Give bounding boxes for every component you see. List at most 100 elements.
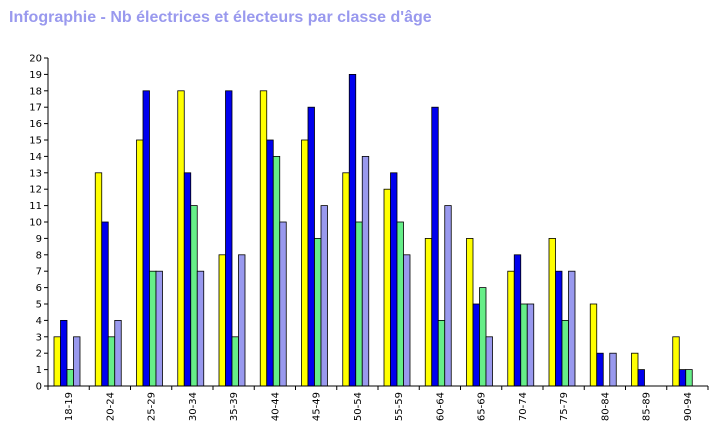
bar-series-3-30-34 [190, 205, 198, 387]
bar-series-4-40-44 [279, 221, 287, 387]
bar-series-1-40-44 [259, 90, 268, 387]
bar-series-4-18-19 [73, 336, 81, 387]
x-tick-label: 75-79 [559, 392, 570, 421]
y-tick-label: 11 [29, 201, 42, 212]
bar-series-3-70-74 [520, 303, 528, 387]
bar-series-3-35-39 [231, 336, 239, 387]
bar-series-1-80-84 [589, 303, 598, 387]
bar-series-4-45-49 [320, 205, 328, 387]
x-tick-label: 30-34 [188, 392, 199, 421]
x-axis-ticks: 18-19 20-24 25-29 30-34 35-39 40-44 45-49 50-54… [47, 386, 709, 421]
bar-series-3-55-59 [396, 221, 404, 387]
bar-series-1-85-89 [631, 352, 639, 387]
y-tick-label: 2 [36, 349, 42, 360]
bar-series-2-40-44 [266, 139, 274, 387]
bar-series-1-18-19 [53, 336, 61, 387]
bar-series-2-65-69 [472, 303, 480, 387]
bar-series-2-75-79 [555, 270, 563, 387]
bar-series-2-50-54 [348, 74, 357, 387]
bar-series-1-50-54 [342, 172, 350, 387]
bar-series-3-50-54 [355, 221, 363, 387]
x-tick-label: 40-44 [270, 392, 281, 421]
x-tick-label: 90-94 [683, 392, 694, 421]
y-tick-label: 5 [36, 300, 42, 311]
bar-series-4-55-59 [403, 254, 411, 387]
y-tick-label: 10 [29, 218, 42, 229]
bar-series-2-60-64 [431, 106, 439, 387]
bar-series-3-20-24 [107, 336, 116, 387]
y-tick-label: 1 [36, 365, 42, 376]
bar-series-4-50-54 [361, 155, 370, 387]
bar-series-3-65-69 [479, 287, 487, 387]
bar-series-3-60-64 [437, 319, 446, 387]
bar-series-1-90-94 [672, 336, 680, 387]
bar-series-2-55-59 [390, 172, 398, 387]
y-tick-label: 6 [36, 283, 42, 294]
x-tick-label: 45-49 [312, 392, 323, 421]
bar-series-3-18-19 [66, 369, 74, 387]
bar-series-2-35-39 [225, 90, 233, 387]
bar-series-2-18-19 [60, 319, 68, 387]
bar-series-1-20-24 [94, 172, 103, 387]
x-tick-label: 20-24 [105, 392, 116, 421]
bar-series-1-45-49 [301, 139, 309, 387]
y-tick-label: 9 [36, 234, 42, 245]
x-tick-label: 35-39 [229, 392, 240, 421]
y-tick-label: 19 [29, 70, 42, 81]
bar-series-3-40-44 [272, 155, 281, 387]
bar-series-3-45-49 [314, 237, 322, 387]
y-tick-label: 17 [29, 103, 42, 114]
bar-series-4-60-64 [444, 205, 452, 387]
bar-series-1-25-29 [136, 139, 144, 387]
chart-title: Infographie - Nb électrices et électeurs… [9, 9, 432, 26]
bar-series-3-90-94 [685, 369, 693, 387]
y-tick-label: 14 [29, 152, 42, 163]
y-tick-label: 12 [29, 185, 42, 196]
bar-series-1-70-74 [507, 270, 515, 387]
y-tick-label: 0 [36, 382, 42, 393]
bar-series-1-30-34 [177, 90, 185, 387]
bar-series-1-35-39 [218, 254, 226, 387]
bar-series-4-30-34 [196, 270, 205, 387]
bar-series-2-20-24 [101, 221, 109, 387]
y-tick-label: 4 [36, 316, 42, 327]
bar-series-4-80-84 [609, 352, 617, 387]
bar-series-4-65-69 [485, 336, 493, 387]
x-tick-label: 80-84 [600, 392, 611, 421]
x-tick-label: 25-29 [147, 392, 158, 421]
bar-series-1-55-59 [383, 188, 391, 387]
y-tick-label: 18 [29, 86, 42, 97]
x-tick-label: 50-54 [353, 392, 364, 421]
bar-series-1-60-64 [424, 237, 433, 387]
y-tick-label: 8 [36, 250, 42, 261]
bar-series-2-70-74 [513, 254, 522, 387]
y-tick-label: 13 [29, 168, 42, 179]
x-tick-label: 18-19 [64, 392, 75, 421]
bar-series-2-25-29 [142, 90, 150, 387]
bar-series-4-75-79 [568, 270, 576, 387]
bar-series-1-75-79 [548, 237, 556, 387]
bar-series-2-30-34 [183, 172, 192, 387]
y-tick-label: 7 [36, 267, 42, 278]
bar-series-4-70-74 [526, 303, 535, 387]
bar-series-3-75-79 [561, 319, 569, 387]
bar-series-2-85-89 [637, 369, 645, 387]
x-tick-label: 65-69 [477, 392, 488, 421]
bar-series-2-45-49 [307, 106, 315, 387]
bar-series-4-25-29 [155, 270, 163, 387]
x-tick-label: 60-64 [435, 392, 446, 421]
y-tick-label: 16 [29, 119, 42, 130]
bar-series-1-65-69 [466, 237, 474, 387]
bar-series-4-35-39 [238, 254, 246, 387]
x-tick-label: 70-74 [518, 392, 529, 421]
y-tick-label: 3 [36, 332, 42, 343]
bar-series-2-90-94 [678, 369, 687, 387]
bar-series-3-25-29 [149, 270, 157, 387]
y-tick-label: 20 [29, 54, 42, 65]
x-tick-label: 55-59 [394, 392, 405, 421]
bar-series-2-80-84 [596, 352, 604, 387]
y-tick-label: 15 [29, 136, 42, 147]
x-tick-label: 85-89 [642, 392, 653, 421]
